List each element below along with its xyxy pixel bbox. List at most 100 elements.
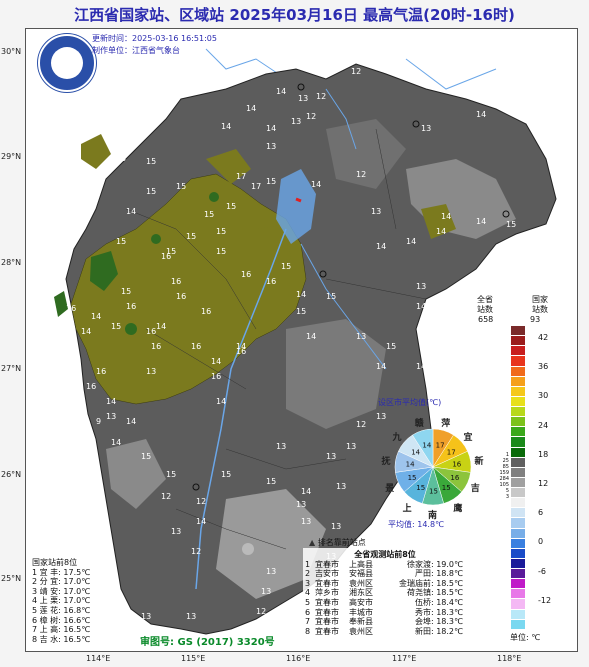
temperature-label: 16 — [176, 292, 186, 301]
color-bar-segment — [511, 498, 525, 509]
temperature-label: 12 — [306, 112, 316, 121]
temperature-label: 14 — [376, 242, 386, 251]
temperature-label: 16 — [241, 270, 251, 279]
temperature-label: 13 — [261, 587, 271, 596]
temperature-label: 14 — [441, 212, 451, 221]
national-row: 3 靖 安: 17.0℃ — [32, 586, 91, 596]
temperature-label: 15 — [296, 307, 306, 316]
lat-label-30: 30°N — [1, 47, 22, 56]
color-bar-segment — [511, 518, 525, 529]
poyang-lake — [276, 169, 316, 244]
county-name: 高安市 — [349, 597, 373, 607]
legend-header-right: 国家 站数 — [532, 295, 548, 314]
temperature-label: 13 — [296, 500, 306, 509]
color-bar-tick: 42 — [538, 333, 549, 342]
temperature-label: 13 — [186, 612, 196, 621]
temperature-label: 16 — [151, 342, 161, 351]
all-stations-row: 8 宜春市 袁州区 新田: 18.2℃ — [305, 627, 465, 637]
county-name: 安福县 — [349, 569, 373, 579]
national-row: 2 分 宜: 17.0℃ — [32, 577, 91, 587]
temperature-label: 14 — [106, 397, 116, 406]
color-bar-segment — [511, 528, 525, 539]
station-value: 严田: 18.8℃ — [414, 569, 463, 579]
producer: 制作单位：江西省气象台 — [92, 46, 180, 55]
color-bar-tick: 30 — [538, 391, 549, 401]
logo-emblem-icon — [51, 47, 83, 79]
temperature-label: 14 — [246, 104, 256, 113]
temperature-label: 15 — [121, 287, 131, 296]
pie-city-label: 九 — [392, 433, 402, 444]
temperature-label: 15 — [166, 470, 176, 479]
triangle-icon: ▲ — [309, 538, 316, 547]
lat-label-25: 25°N — [1, 574, 22, 583]
temperature-label: 13 — [421, 124, 431, 133]
temperature-label: 16 — [126, 302, 136, 311]
pie-average: 平均值: 14.8℃ — [388, 520, 445, 529]
color-bar-segment — [511, 558, 525, 569]
temperature-label: 15 — [204, 210, 214, 219]
color-bar-segment — [511, 508, 525, 519]
color-bar-segment — [511, 457, 525, 468]
legend-unit: 单位: ℃ — [510, 633, 541, 642]
temperature-label: 13 — [346, 442, 356, 451]
temperature-label: 13 — [301, 517, 311, 526]
pie-city-label: 鹰 — [453, 503, 463, 514]
color-bar-segment — [511, 417, 525, 428]
color-bar-segment — [511, 437, 525, 448]
pie-slice-value: 16 — [450, 474, 459, 482]
rank-number: 3 — [305, 578, 311, 588]
temperature-label: 15 — [116, 154, 126, 163]
temperature-label: 13 — [376, 412, 386, 421]
rank-number: 1 — [305, 559, 311, 569]
temperature-label: 15 — [216, 247, 226, 256]
temperature-label: 15 — [266, 177, 276, 186]
temperature-label: 15 — [111, 322, 121, 331]
temperature-label: 14 — [301, 487, 311, 496]
temperature-label: 16 — [161, 252, 171, 261]
gan-river — [195, 228, 287, 590]
temperature-label: 15 — [506, 220, 516, 229]
temperature-label: 12 — [351, 67, 361, 76]
temperature-label: 13 — [171, 527, 181, 536]
city-name: 吉安市 — [315, 569, 339, 579]
color-bar-segment — [511, 366, 525, 377]
station-value: 秀市: 18.3℃ — [414, 607, 463, 617]
temperature-label: 14 — [476, 110, 486, 119]
national-row: 4 上 栗: 17.0℃ — [32, 596, 91, 606]
temperature-label: 14 — [156, 322, 166, 331]
temperature-label: 15 — [226, 202, 236, 211]
color-bar-count: 1 — [505, 452, 509, 458]
temperature-label: 14 — [91, 312, 101, 321]
color-bar-segment — [511, 538, 525, 549]
national-row: 7 上 高: 16.5℃ — [32, 625, 91, 635]
temperature-label: 15 — [166, 247, 176, 256]
temperature-label: 15 — [71, 364, 81, 373]
temperature-label: 13 — [266, 567, 276, 576]
color-bar-segment — [511, 589, 525, 600]
temperature-label: 16 — [236, 347, 246, 356]
city-name: 宜春市 — [315, 617, 339, 627]
color-bar-count: 105 — [499, 482, 509, 488]
bureau-logo — [38, 34, 96, 92]
color-bar-segment — [511, 346, 525, 357]
rank-number: 5 — [305, 597, 311, 607]
color-bar-count: 85 — [502, 464, 509, 470]
temperature-label: 15 — [146, 187, 156, 196]
page-title: 江西省国家站、区域站 2025年03月16日 最高气温(20时-16时) — [74, 6, 515, 24]
pie-city-label: 萍 — [441, 418, 451, 429]
temperature-label: 16 — [211, 372, 221, 381]
color-bar-segment — [511, 609, 525, 620]
color-bar-segment — [511, 386, 525, 397]
pie-slice — [412, 428, 434, 468]
rank-number: 6 — [305, 607, 311, 617]
station-value: 荷尧镇: 18.5℃ — [406, 588, 463, 598]
rank-note: ▲ 排名靠前站点 — [309, 538, 366, 547]
color-bar-count: 284 — [499, 476, 509, 482]
county-name: 湘东区 — [349, 588, 373, 598]
county-name: 奉新县 — [349, 617, 373, 627]
national-row: 6 樟 树: 16.6℃ — [32, 615, 91, 625]
temperature-label: 15 — [216, 227, 226, 236]
temperature-label: 15 — [326, 292, 336, 301]
